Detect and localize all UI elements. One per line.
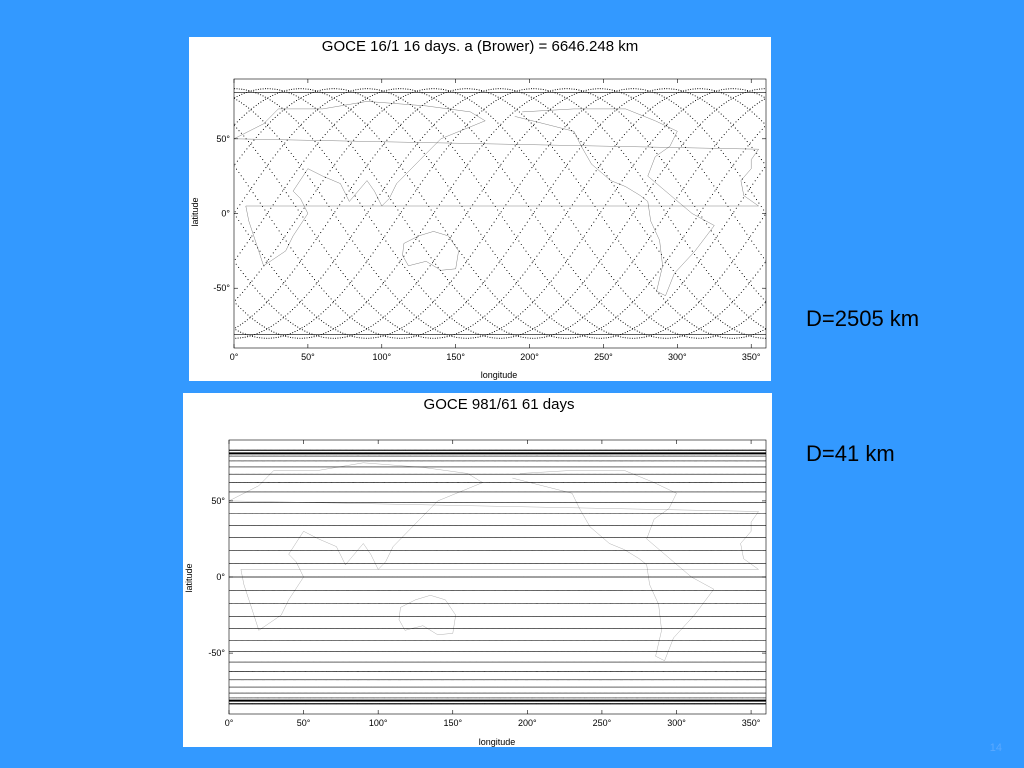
- x-tick-label: 350°: [742, 352, 761, 362]
- x-tick-label: 350°: [742, 718, 761, 728]
- top-x-axis-label: longitude: [481, 370, 518, 380]
- bottom-track-spacing-label: D=41 km: [806, 441, 895, 466]
- x-tick-label: 0°: [225, 718, 234, 728]
- x-tick-label: 300°: [668, 352, 687, 362]
- coastline-1: [234, 101, 760, 267]
- y-tick-label: -50°: [208, 648, 225, 658]
- coastline-0: [512, 470, 715, 662]
- x-tick-label: 50°: [297, 718, 311, 728]
- y-tick-label: 0°: [216, 572, 225, 582]
- top-ground-track-chart: GOCE 16/1 16 days. a (Brower) = 6646.248…: [189, 37, 771, 381]
- bottom-ground-track-chart: GOCE 981/61 61 days 0° 50° 100° 150° 200° 250…: [183, 393, 772, 747]
- bottom-chart-title: GOCE 981/61 61 days: [424, 396, 575, 413]
- bottom-chart-svg: GOCE 981/61 61 days 0° 50° 100° 150° 200° 250…: [184, 396, 767, 747]
- coastline-0: [514, 108, 715, 297]
- top-chart-title: GOCE 16/1 16 days. a (Brower) = 6646.248…: [322, 38, 638, 55]
- coastline-2: [398, 595, 456, 636]
- ground-tracks: [229, 449, 766, 705]
- x-tick-label: 250°: [594, 352, 613, 362]
- x-tick-label: 200°: [518, 718, 537, 728]
- x-tick-label: 100°: [372, 352, 391, 362]
- x-tick-label: 300°: [667, 718, 686, 728]
- top-track-spacing-label: D=2505 km: [806, 306, 920, 331]
- bottom-y-axis-label: latitude: [184, 563, 194, 592]
- ground-tracks: [234, 88, 766, 339]
- x-tick-label: 100°: [369, 718, 388, 728]
- track-points: [234, 88, 766, 339]
- coastline-1: [229, 462, 760, 631]
- page-number: 14: [989, 742, 1002, 754]
- x-tick-label: 250°: [593, 718, 612, 728]
- x-tick-label: 150°: [446, 352, 465, 362]
- x-tick-label: 50°: [301, 352, 315, 362]
- coastline-2: [402, 231, 459, 271]
- y-tick-label: 50°: [211, 496, 225, 506]
- y-tick-label: 0°: [221, 209, 230, 219]
- top-chart-svg: GOCE 16/1 16 days. a (Brower) = 6646.248…: [190, 38, 767, 380]
- x-tick-label: 150°: [443, 718, 462, 728]
- x-tick-label: 0°: [230, 352, 239, 362]
- bottom-x-axis-label: longitude: [479, 737, 516, 747]
- x-tick-label: 200°: [520, 352, 539, 362]
- top-y-axis-label: latitude: [190, 197, 200, 226]
- track-points: [229, 449, 766, 705]
- y-tick-label: -50°: [213, 283, 230, 293]
- y-tick-label: 50°: [216, 134, 230, 144]
